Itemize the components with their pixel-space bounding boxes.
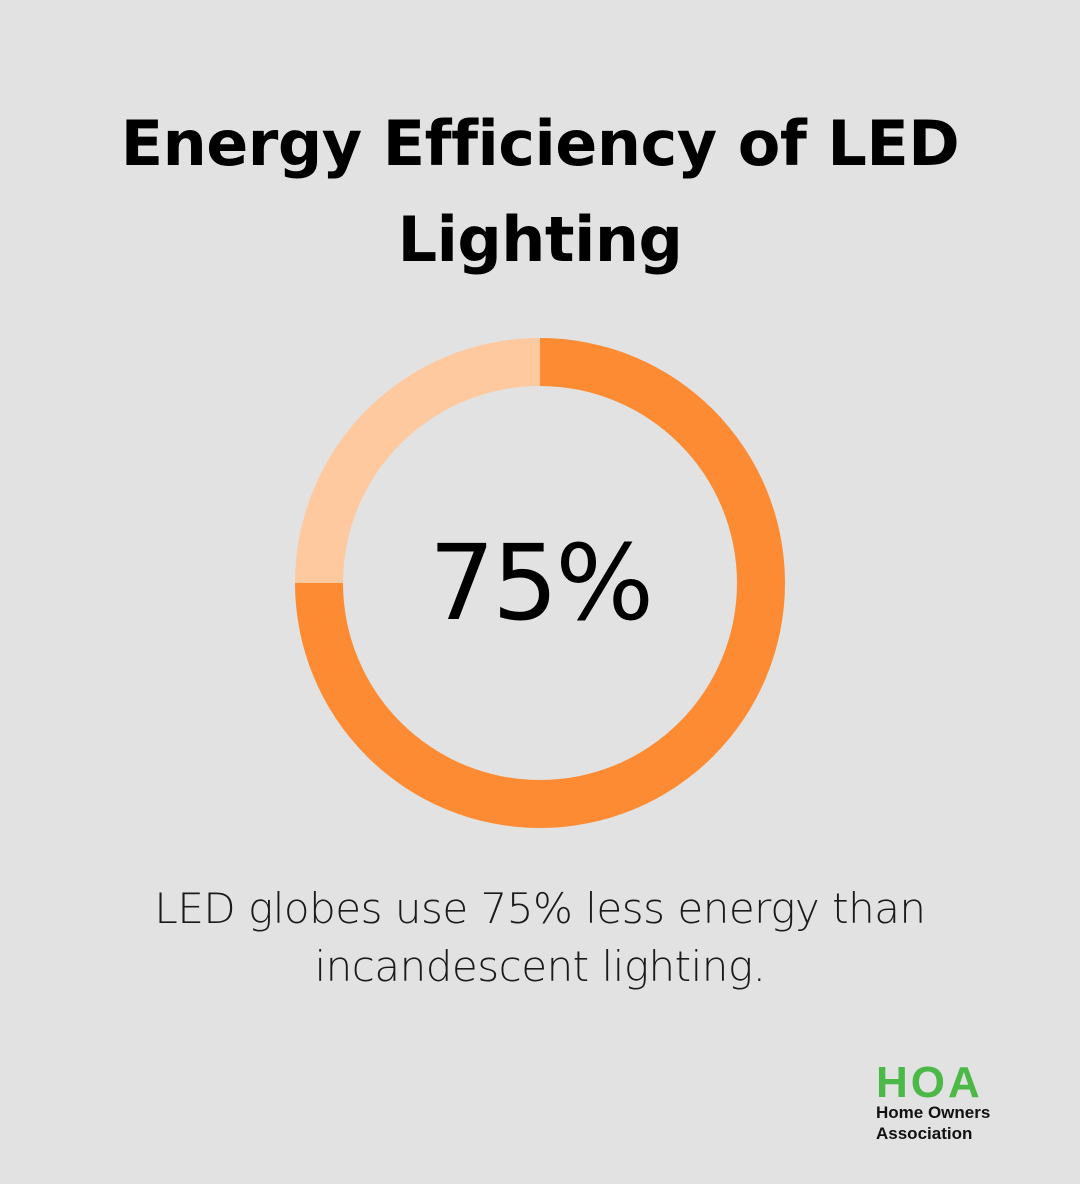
logo-mark: HOA — [876, 1058, 983, 1107]
caption-line-1: LED globes use 75% less energy than — [154, 884, 926, 933]
caption-line-2: incandescent lighting. — [314, 942, 766, 991]
caption: LED globes use 75% less energy than inca… — [90, 880, 990, 996]
logo-text-line-1: Home Owners — [876, 1103, 991, 1122]
donut-slice-remainder — [295, 338, 540, 583]
donut-chart — [295, 338, 785, 828]
logo-text-line-2: Association — [876, 1124, 973, 1143]
hoa-logo: HOA Home Owners Association — [876, 1058, 1056, 1144]
page-title: Energy Efficiency of LED Lighting — [120, 107, 960, 276]
donut-center-value: 75% — [428, 522, 654, 644]
